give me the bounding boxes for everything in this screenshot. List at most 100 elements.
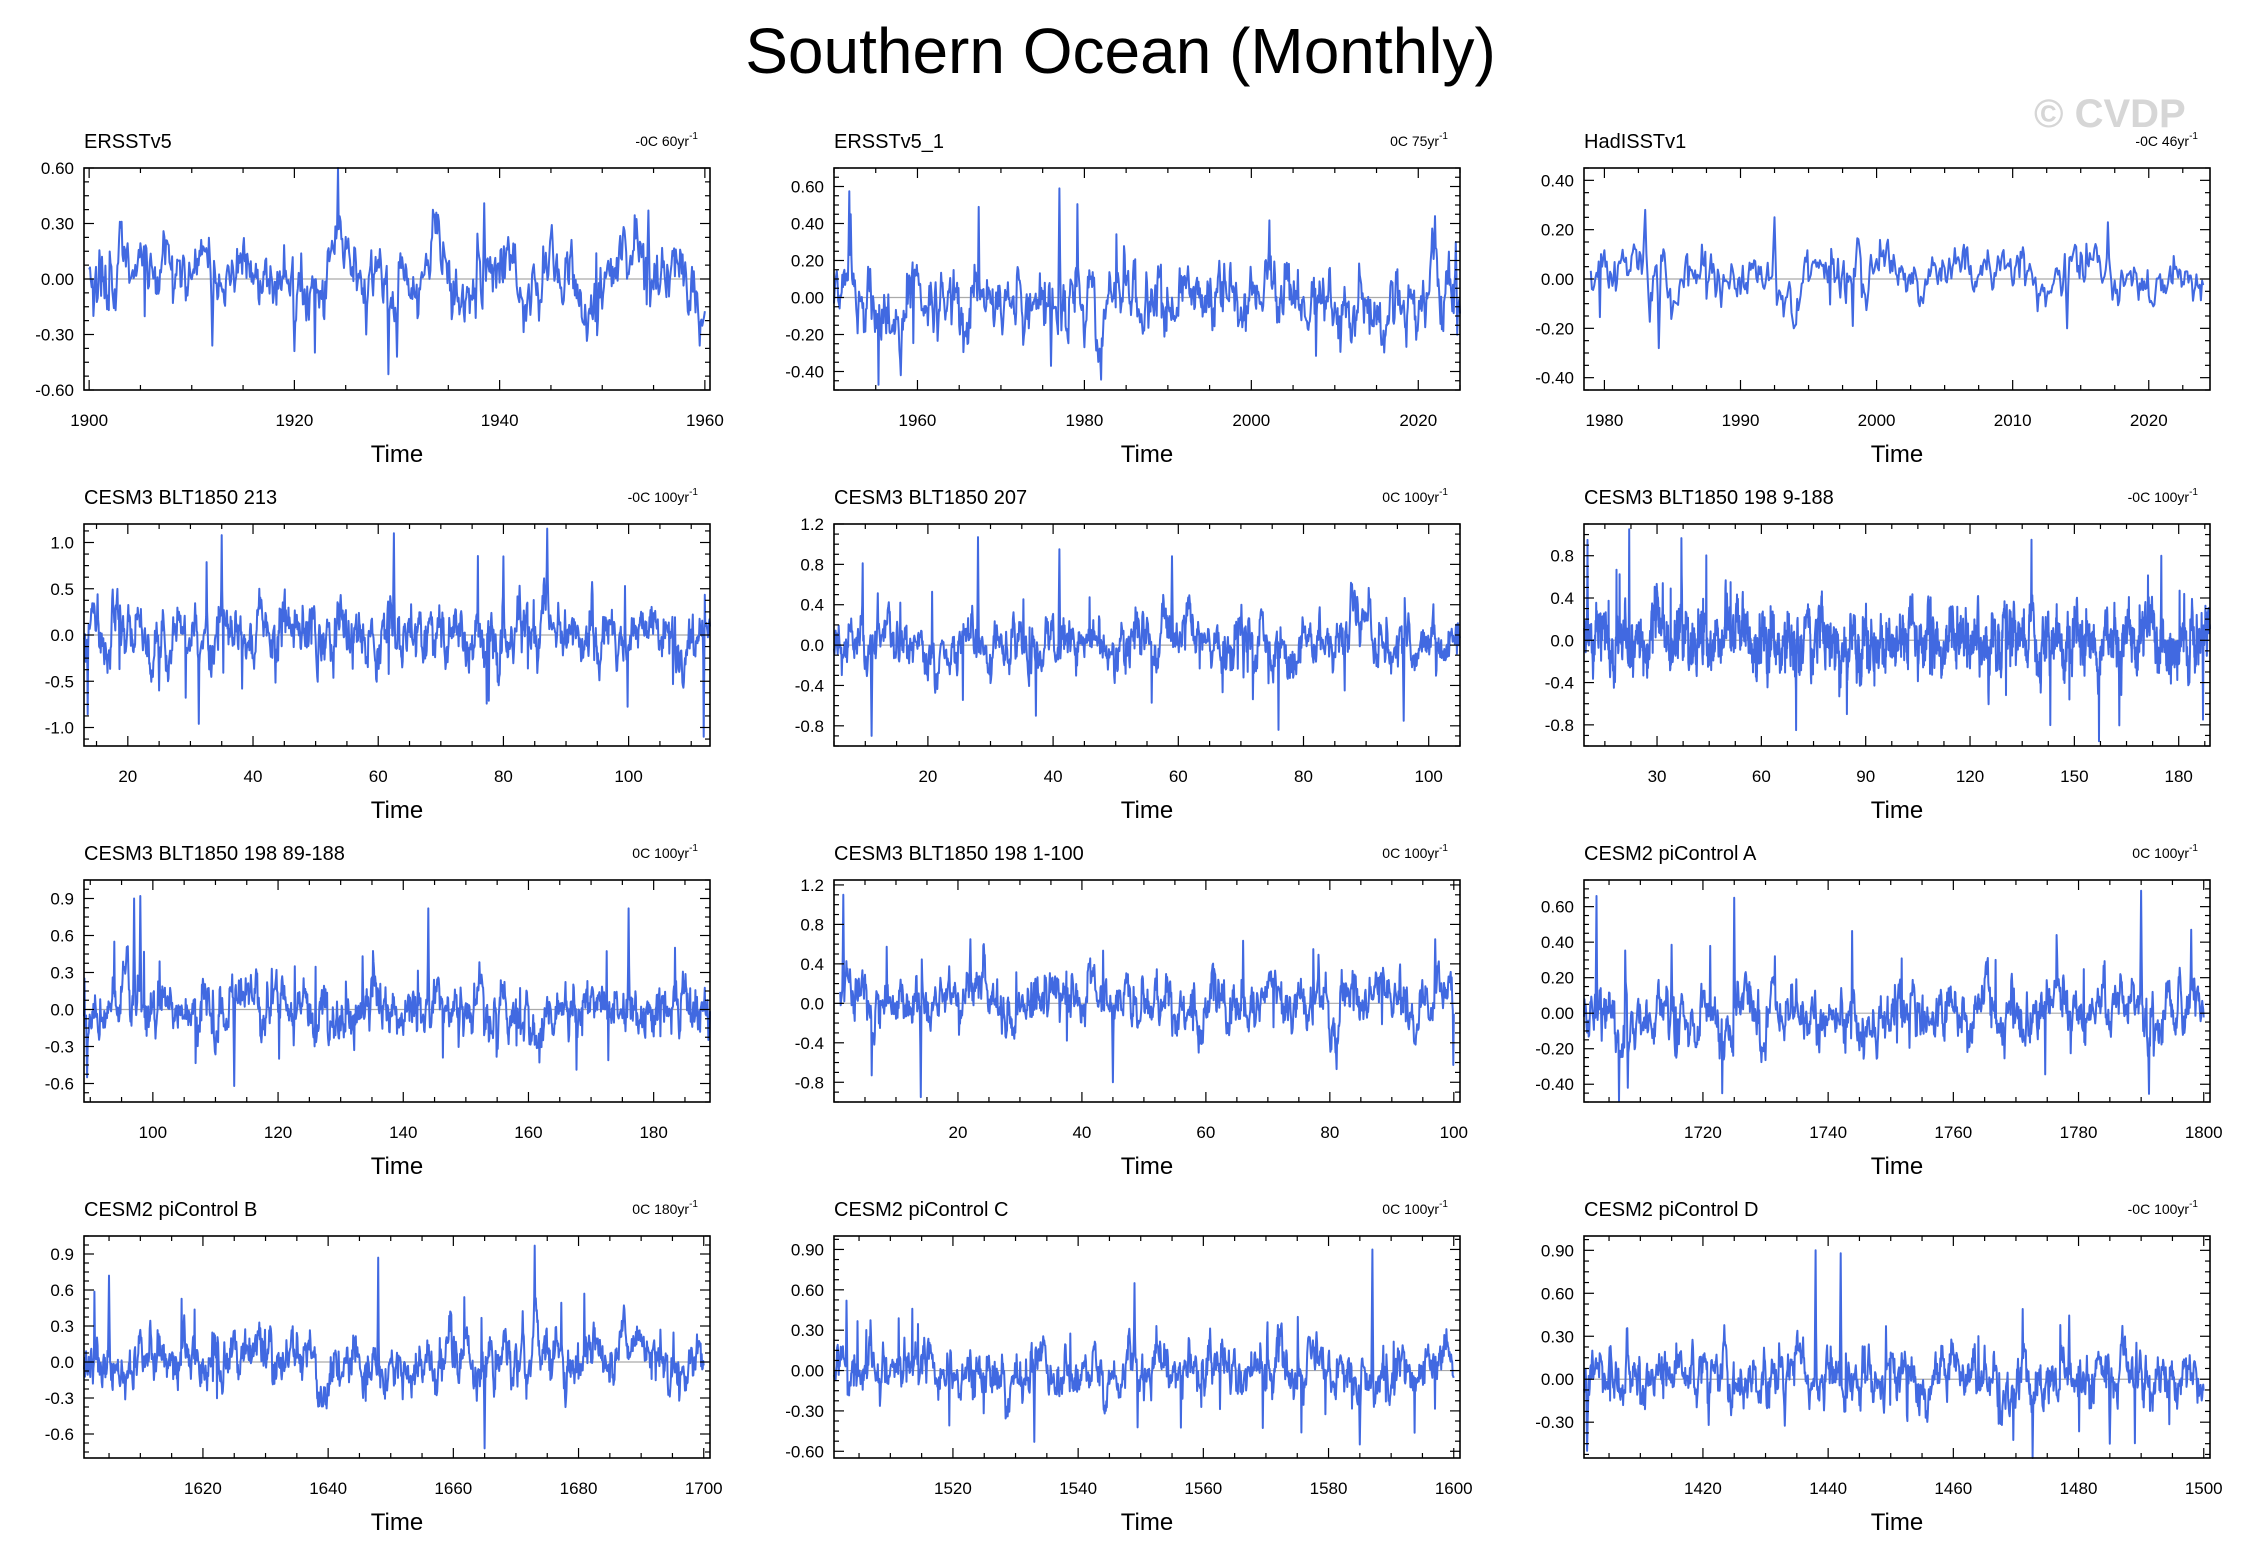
x-tick-label: 1720 (1684, 1123, 1722, 1142)
y-tick-label: 0.60 (791, 178, 824, 197)
trend-label: 0C 100yr-1 (2132, 843, 2198, 861)
panel-3: 20 40 60 80 100 -1.0 -0.5 0.0 0.5 1.0 CESM3 BLT185… (45, 487, 711, 824)
panel-0: 1900 1920 1940 1960 -0.60 -0.30 0.00 0.30 0.60 ER… (35, 131, 724, 468)
x-tick-label: 1600 (1435, 1479, 1473, 1498)
y-tick-label: 0.60 (1541, 898, 1574, 917)
y-tick-label: -0.5 (45, 672, 74, 691)
x-tick-label: 1700 (685, 1479, 723, 1498)
panel-title: ERSSTv5_1 (834, 131, 944, 153)
y-tick-label: 0.90 (791, 1240, 824, 1259)
x-tick-label: 100 (1440, 1123, 1468, 1142)
x-axis-label: Time (1871, 1153, 1923, 1180)
x-axis-label: Time (1871, 1509, 1923, 1536)
y-tick-label: 0.20 (1541, 221, 1574, 240)
y-tick-label: 0.20 (1541, 969, 1574, 988)
x-tick-label: 1640 (309, 1479, 347, 1498)
x-tick-label: 60 (1752, 767, 1771, 786)
y-tick-label: -0.3 (45, 1038, 74, 1057)
x-tick-label: 60 (1169, 767, 1188, 786)
x-tick-label: 40 (1044, 767, 1063, 786)
y-tick-label: 0.8 (1550, 547, 1574, 566)
x-tick-label: 1540 (1059, 1479, 1097, 1498)
x-tick-label: 180 (2165, 767, 2193, 786)
x-tick-label: 1440 (1809, 1479, 1847, 1498)
panel-title: CESM3 BLT1850 213 (84, 487, 277, 509)
y-tick-label: 0.00 (791, 289, 824, 308)
y-tick-label: -0.8 (795, 717, 824, 736)
x-tick-label: 80 (1294, 767, 1313, 786)
y-tick-label: 0.3 (50, 1317, 74, 1336)
trend-label: -0C 100yr-1 (2128, 487, 2199, 505)
x-axis-label: Time (1121, 797, 1173, 824)
x-tick-label: 2000 (1858, 411, 1896, 430)
panel-7: 20 40 60 80 100 -0.8 -0.4 0.0 0.4 0.8 1.2 CESM3 BLT… (795, 843, 1468, 1180)
panel-4: 20 40 60 80 100 -0.8 -0.4 0.0 0.4 0.8 1.2 CESM3 BLT… (795, 487, 1461, 824)
x-tick-label: 1990 (1722, 411, 1760, 430)
y-tick-label: -0.8 (1545, 716, 1574, 735)
y-tick-label: -0.4 (795, 1034, 824, 1053)
x-tick-label: 1420 (1684, 1479, 1722, 1498)
y-tick-label: 0.4 (800, 596, 824, 615)
y-tick-label: 0.40 (791, 215, 824, 234)
x-tick-label: 160 (514, 1123, 542, 1142)
y-tick-label: -0.40 (785, 363, 824, 382)
trend-label: 0C 100yr-1 (1382, 843, 1448, 861)
y-tick-label: -0.8 (795, 1073, 824, 1092)
panel-1: 1960 1980 2000 2020 -0.40 -0.20 0.00 0.20 0.40 0.… (785, 131, 1461, 468)
x-tick-label: 1460 (1934, 1479, 1972, 1498)
x-axis-label: Time (1871, 441, 1923, 468)
panel-11: 1420 1440 1460 1480 1500 -0.30 0.00 0.30 0.60 0.9… (1535, 1199, 2222, 1536)
y-tick-label: 0.9 (50, 890, 74, 909)
x-tick-label: 40 (244, 767, 263, 786)
y-tick-label: 0.90 (1541, 1241, 1574, 1260)
y-tick-label: 0.30 (791, 1321, 824, 1340)
trend-label: 0C 100yr-1 (632, 843, 698, 861)
x-tick-label: 40 (1072, 1123, 1091, 1142)
y-tick-label: 0.40 (1541, 171, 1574, 190)
y-tick-label: 0.4 (800, 955, 824, 974)
panel-5: 30 60 90 120 150 180 -0.8 -0.4 0.0 0.4 0.8 CESM3 BL… (1545, 487, 2211, 824)
trend-label: 0C 75yr-1 (1390, 131, 1448, 149)
y-tick-label: 0.00 (791, 1362, 824, 1381)
x-tick-label: 1940 (481, 411, 519, 430)
trend-label: -0C 60yr-1 (635, 131, 698, 149)
panel-title: CESM3 BLT1850 198 89-188 (84, 843, 345, 865)
x-tick-label: 1780 (2060, 1123, 2098, 1142)
y-tick-label: 0.60 (41, 159, 74, 178)
plot-frame (83, 1235, 711, 1459)
x-tick-label: 1560 (1184, 1479, 1222, 1498)
x-tick-label: 1680 (560, 1479, 598, 1498)
x-tick-label: 1980 (1585, 411, 1623, 430)
y-tick-label: 0.00 (1541, 1004, 1574, 1023)
panel-title: ERSSTv5 (84, 131, 172, 153)
plot-frame (833, 1235, 1461, 1459)
y-tick-label: -0.6 (45, 1075, 74, 1094)
series-line (1583, 889, 2205, 1103)
x-tick-label: 20 (918, 767, 937, 786)
x-axis-label: Time (371, 1509, 423, 1536)
y-tick-label: 0.9 (50, 1245, 74, 1264)
y-tick-label: 0.20 (791, 252, 824, 271)
y-tick-label: 0.0 (800, 636, 824, 655)
y-tick-label: 0.60 (1541, 1284, 1574, 1303)
panel-title: CESM3 BLT1850 207 (834, 487, 1027, 509)
y-tick-label: -0.30 (1535, 1413, 1574, 1432)
y-tick-label: -0.30 (35, 326, 74, 345)
x-tick-label: 30 (1648, 767, 1667, 786)
y-tick-label: 0.00 (41, 270, 74, 289)
panel-2: 1980 1990 2000 2010 2020 -0.40 -0.20 0.00 0.20 0.… (1535, 131, 2211, 468)
y-tick-label: 1.2 (800, 515, 824, 534)
figure-title: Southern Ocean (Monthly) (745, 15, 1496, 87)
x-tick-label: 2010 (1994, 411, 2032, 430)
x-tick-label: 1740 (1809, 1123, 1847, 1142)
y-tick-label: 0.6 (50, 1281, 74, 1300)
x-axis-label: Time (1121, 1509, 1173, 1536)
y-tick-label: 0.30 (41, 215, 74, 234)
x-tick-label: 60 (1196, 1123, 1215, 1142)
x-tick-label: 80 (1320, 1123, 1339, 1142)
x-axis-label: Time (1121, 1153, 1173, 1180)
panel-title: CESM3 BLT1850 198 1-100 (834, 843, 1084, 865)
plot-frame (1583, 879, 2211, 1103)
x-tick-label: 150 (2060, 767, 2088, 786)
y-tick-label: 0.60 (791, 1281, 824, 1300)
